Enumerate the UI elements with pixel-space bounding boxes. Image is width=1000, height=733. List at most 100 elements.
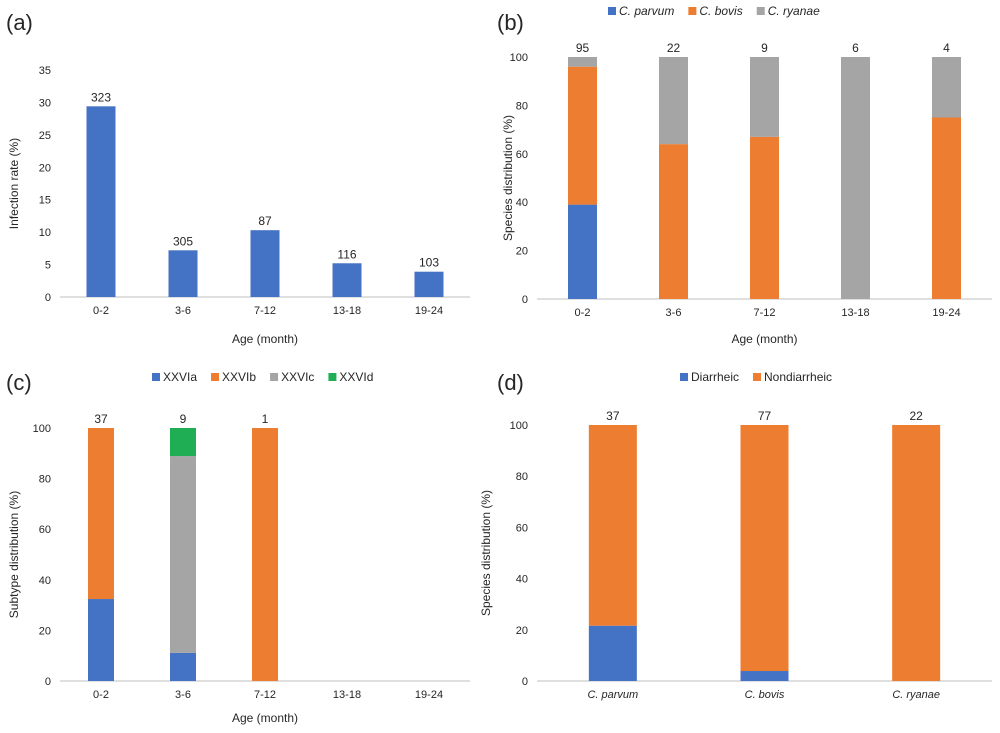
x-tick-label: 13-18 xyxy=(841,307,869,319)
legend-label: Diarrheic xyxy=(691,370,739,384)
legend-label: XXVIb xyxy=(222,370,256,384)
legend-swatch xyxy=(756,7,765,15)
count-label: 9 xyxy=(180,412,187,426)
y-tick-label: 20 xyxy=(39,162,51,174)
panel-label: (d) xyxy=(497,370,524,395)
bar-c-ryanae xyxy=(932,57,961,118)
x-tick-label: 19-24 xyxy=(415,305,443,317)
bar-c-bovis xyxy=(750,136,779,299)
x-tick-label: C. parvum xyxy=(587,689,638,701)
legend-swatch xyxy=(328,373,337,381)
bar-xxvib xyxy=(88,428,114,600)
x-tick-label: 13-18 xyxy=(333,305,361,317)
y-axis-title: Subtype distribution (%) xyxy=(7,491,21,618)
x-tick-label: 3-6 xyxy=(175,689,191,701)
bar-value xyxy=(86,106,116,297)
bar-nondiarrheic xyxy=(588,425,637,626)
y-tick-label: 80 xyxy=(516,100,528,112)
x-tick-label: C. bovis xyxy=(745,689,785,701)
legend: XXVIa XXVIb XXVIc XXVId xyxy=(152,370,373,384)
count-label: 1 xyxy=(262,412,269,426)
x-tick-label: 0-2 xyxy=(93,305,109,317)
y-tick-label: 0 xyxy=(45,292,51,304)
panel-label: (b) xyxy=(497,10,524,35)
x-tick-label: 3-6 xyxy=(666,307,682,319)
y-tick-label: 0 xyxy=(45,676,51,688)
y-tick-label: 20 xyxy=(516,246,528,258)
y-tick-label: 25 xyxy=(39,130,51,142)
chart-panel-b: (b) 0 20 40 60 80 100 Species distribution (%) 0… xyxy=(497,4,992,346)
legend-swatch xyxy=(608,7,616,15)
bar-c-ryanae xyxy=(750,57,779,137)
y-axis-title: Species distribution (%) xyxy=(501,115,515,241)
legend-label: XXVIc xyxy=(281,370,314,384)
y-tick-label: 100 xyxy=(510,52,528,64)
panel-label: (c) xyxy=(6,370,32,395)
y-tick-label: 15 xyxy=(39,195,51,207)
bar-diarrheic xyxy=(588,625,637,681)
legend: C. parvum C. bovis C. ryanae xyxy=(608,4,820,18)
bar-value xyxy=(414,271,444,297)
y-tick-label: 10 xyxy=(39,227,51,239)
x-tick-label: 13-18 xyxy=(333,689,361,701)
bar-nondiarrheic xyxy=(892,425,941,681)
count-label: 22 xyxy=(909,409,923,423)
chart-panel-a: (a) 0 5 10 15 20 25 30 35 Infection rate (%) 0-2 32… xyxy=(6,10,470,346)
y-tick-label: 80 xyxy=(39,474,51,486)
legend: Diarrheic Nondiarrheic xyxy=(680,370,832,384)
bar-c-ryanae xyxy=(568,57,597,67)
x-axis-title: Age (month) xyxy=(232,711,298,725)
count-label: 305 xyxy=(173,234,193,248)
y-tick-label: 30 xyxy=(39,97,51,109)
legend-label: C. parvum xyxy=(619,4,674,18)
bar-xxvid xyxy=(170,428,196,457)
x-tick-label: 19-24 xyxy=(415,689,443,701)
count-label: 6 xyxy=(852,41,859,55)
count-label: 116 xyxy=(337,247,356,261)
bar-c-bovis xyxy=(659,144,688,299)
y-tick-label: 100 xyxy=(510,420,528,432)
x-tick-label: 0-2 xyxy=(93,689,109,701)
y-tick-label: 0 xyxy=(522,676,528,688)
legend-swatch xyxy=(270,373,279,381)
y-tick-label: 20 xyxy=(39,625,51,637)
x-tick-label: 7-12 xyxy=(753,307,775,319)
legend-label: C. ryanae xyxy=(768,4,820,18)
y-axis-title: Infection rate (%) xyxy=(7,138,21,229)
x-tick-label: 19-24 xyxy=(932,307,960,319)
y-tick-label: 0 xyxy=(522,294,528,306)
bar-xxvic xyxy=(170,456,196,653)
chart-panel-c: (c) 0 20 40 60 80 100 Subtype distribution (%) 0… xyxy=(6,370,470,725)
bar-c-parvum xyxy=(568,204,597,299)
legend-swatch xyxy=(688,7,697,15)
y-tick-label: 100 xyxy=(33,423,51,435)
bar-c-bovis xyxy=(568,66,597,205)
count-label: 37 xyxy=(94,412,108,426)
legend-swatch xyxy=(211,373,220,381)
y-tick-label: 35 xyxy=(39,65,51,77)
y-tick-label: 60 xyxy=(516,522,528,534)
bar-xxvib xyxy=(252,428,278,681)
x-tick-label: 0-2 xyxy=(575,307,591,319)
y-axis-title: Species distribution (%) xyxy=(479,490,493,616)
bar-c-ryanae xyxy=(659,57,688,145)
count-label: 87 xyxy=(258,214,272,228)
bar-value xyxy=(168,250,198,297)
y-tick-label: 40 xyxy=(39,575,51,587)
bar-xxvia xyxy=(170,652,196,681)
y-tick-label: 60 xyxy=(516,149,528,161)
chart-panel-d: (d) 0 20 40 60 80 100 Species distribution (%) C… xyxy=(479,370,992,701)
y-tick-label: 20 xyxy=(516,625,528,637)
y-tick-label: 40 xyxy=(516,574,528,586)
legend-label: Nondiarrheic xyxy=(764,370,832,384)
bar-c-bovis xyxy=(932,117,961,299)
bar-c-ryanae xyxy=(841,57,870,299)
count-label: 77 xyxy=(758,409,772,423)
count-label: 95 xyxy=(576,41,590,55)
count-label: 323 xyxy=(91,90,111,104)
y-tick-label: 60 xyxy=(39,524,51,536)
bar-nondiarrheic xyxy=(740,425,789,672)
bar-diarrheic xyxy=(740,671,789,681)
count-label: 4 xyxy=(943,41,950,55)
